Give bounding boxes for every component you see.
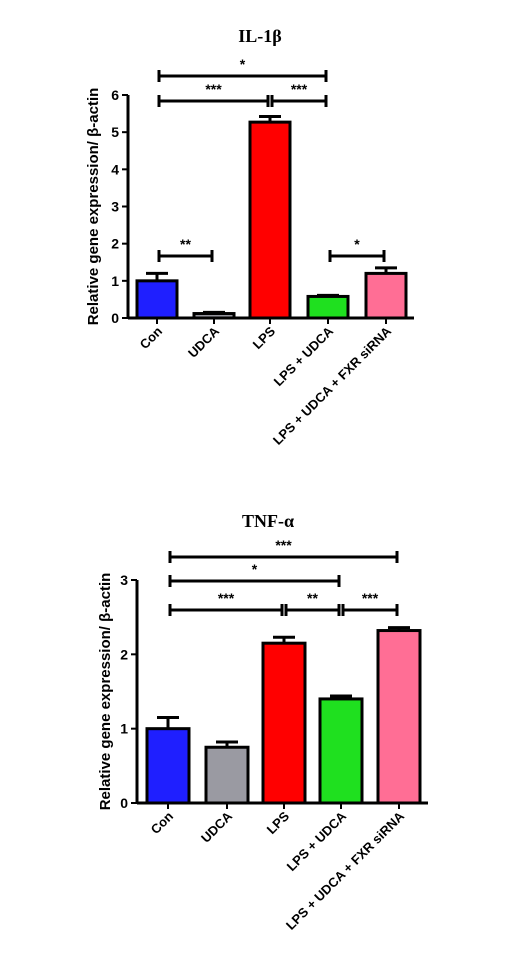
il1b-y-tick-label: 3 (111, 199, 119, 215)
tnfa-chart-svg: TNF-α Relative gene expression/ β-actin 0 1… (97, 511, 428, 933)
tnfa-y-tick-label: 2 (120, 646, 128, 662)
il1b-bar (192, 312, 236, 320)
il1b-category-label: LPS + UDCA + FXR siRNA (270, 323, 395, 448)
tnfa-bar (376, 629, 422, 805)
tnfa-y-tick-label: 3 (120, 572, 128, 588)
il1b-chart: IL-1β Relative gene expression/ β-actin 0 1… (0, 0, 528, 485)
il1b-y-tick-label: 2 (111, 236, 119, 252)
il1b-y-tick-label: 6 (111, 87, 119, 103)
il1b-y-tick-label: 4 (111, 161, 119, 177)
tnfa-title: TNF-α (242, 511, 294, 531)
tnfa-category-label: Con (148, 808, 177, 837)
il1b-bar (306, 294, 350, 320)
il1b-category-label: Con (137, 323, 166, 352)
il1b-significance-label: * (354, 236, 360, 252)
tnfa-category-label: UDCA (198, 808, 236, 846)
il1b-bar (248, 120, 292, 320)
il1b-category-label: LPS (250, 323, 279, 352)
il1b-bar (364, 271, 408, 320)
il1b-significance-label: * (240, 56, 246, 72)
il1b-significance-label: *** (205, 81, 222, 97)
tnfa-chart: TNF-α Relative gene expression/ β-actin 0 1… (0, 485, 528, 970)
il1b-significance-label: ** (180, 236, 191, 252)
tnfa-bar (261, 641, 307, 805)
tnfa-bar (145, 727, 191, 805)
tnfa-significance-label: ** (307, 590, 318, 606)
tnfa-bar (204, 745, 250, 805)
tnfa-significance-label: *** (218, 590, 235, 606)
il1b-y-tick-label: 5 (111, 124, 119, 140)
tnfa-bar (318, 697, 364, 805)
tnfa-significance-label: *** (362, 590, 379, 606)
il1b-y-axis-label: Relative gene expression/ β-actin (85, 88, 102, 326)
tnfa-category-label: LPS (264, 808, 293, 837)
il1b-category-label: UDCA (185, 323, 223, 361)
tnfa-significance-label: * (252, 561, 258, 577)
il1b-bar (135, 279, 179, 320)
il1b-y-tick-label: 1 (111, 273, 119, 289)
tnfa-y-axis-label: Relative gene expression/ β-actin (97, 573, 114, 811)
tnfa-y-tick-label: 0 (120, 795, 128, 811)
tnfa-significance-label: *** (275, 537, 292, 553)
il1b-significance-label: *** (291, 81, 308, 97)
tnfa-y-tick-label: 1 (120, 721, 128, 737)
il1b-title: IL-1β (238, 26, 282, 46)
tnfa-category-label: LPS + UDCA + FXR siRNA (283, 808, 408, 933)
il1b-chart-svg: IL-1β Relative gene expression/ β-actin 0 1… (85, 26, 414, 448)
il1b-y-tick-label: 0 (111, 310, 119, 326)
